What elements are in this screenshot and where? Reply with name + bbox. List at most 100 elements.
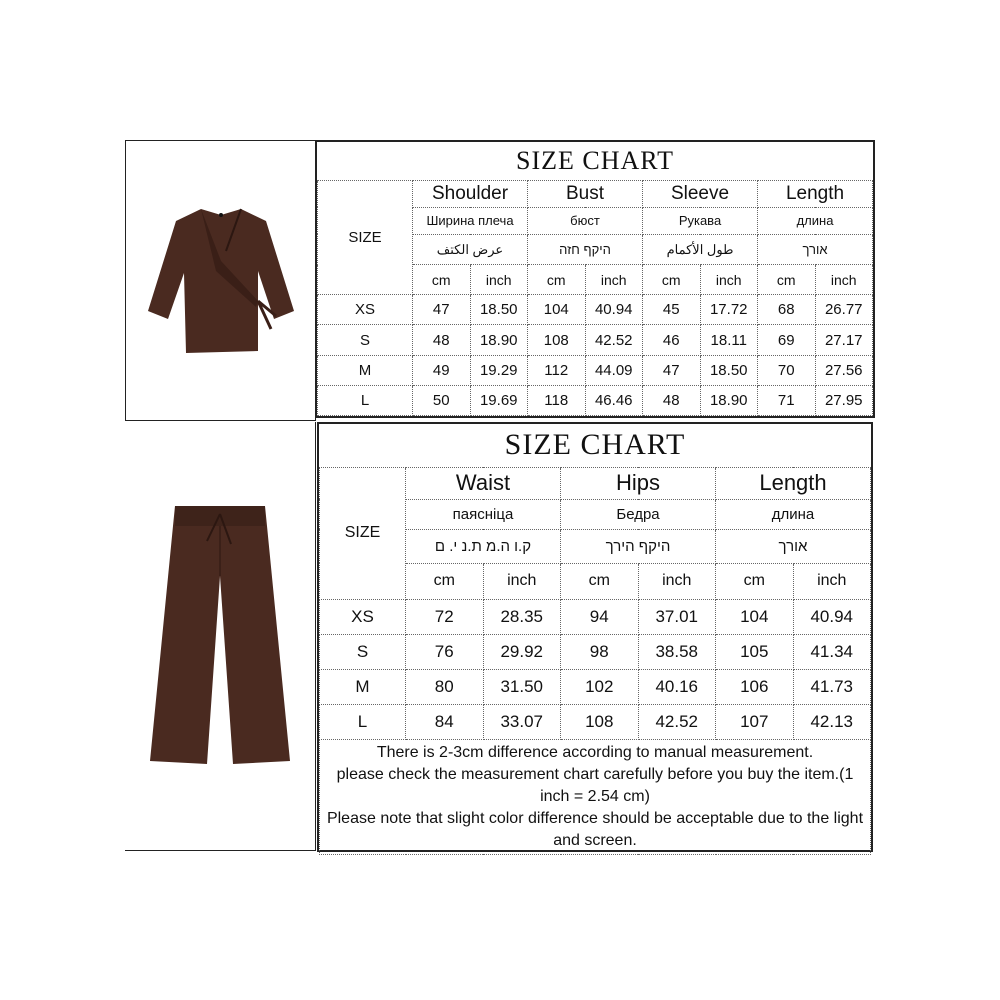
table-row: XS 47 18.50 104 40.94 45 17.72 68 26.77 bbox=[317, 294, 873, 326]
value-cell: 80 bbox=[405, 668, 484, 705]
bottom-size-chart: SIZE CHART SIZE Waist Hips Length паясні… bbox=[317, 422, 873, 855]
size-cell: S bbox=[317, 324, 413, 356]
col-header-ru: Рукава bbox=[642, 206, 758, 235]
col-header-ru: паясніца bbox=[405, 498, 561, 530]
value-cell: 18.50 bbox=[699, 354, 758, 386]
value-cell: 38.58 bbox=[637, 633, 716, 670]
value-cell: 102 bbox=[560, 668, 639, 705]
value-cell: 72 bbox=[405, 598, 484, 635]
value-cell: 17.72 bbox=[699, 294, 758, 326]
value-cell: 105 bbox=[715, 633, 794, 670]
wrap-blouse-image bbox=[147, 208, 294, 353]
unit-header: cm bbox=[757, 264, 816, 296]
value-cell: 40.16 bbox=[637, 668, 716, 705]
value-cell: 26.77 bbox=[814, 294, 873, 326]
unit-header: inch bbox=[469, 264, 528, 296]
value-cell: 33.07 bbox=[482, 703, 561, 740]
table-row: XS 72 28.35 94 37.01 104 40.94 bbox=[319, 598, 871, 635]
unit-header: cm bbox=[405, 562, 484, 600]
note-line: There is 2-3cm difference according to m… bbox=[376, 743, 814, 761]
value-cell: 27.56 bbox=[814, 354, 873, 386]
value-cell: 37.01 bbox=[637, 598, 716, 635]
table-row: M 80 31.50 102 40.16 106 41.73 bbox=[319, 668, 871, 705]
value-cell: 94 bbox=[560, 598, 639, 635]
value-cell: 108 bbox=[527, 324, 586, 356]
value-cell: 107 bbox=[715, 703, 794, 740]
table-row: S 48 18.90 108 42.52 46 18.11 69 27.17 bbox=[317, 324, 873, 356]
value-cell: 19.69 bbox=[469, 384, 528, 417]
value-cell: 18.50 bbox=[469, 294, 528, 326]
unit-header: cm bbox=[715, 562, 794, 600]
size-cell: XS bbox=[319, 598, 406, 635]
value-cell: 31.50 bbox=[482, 668, 561, 705]
value-cell: 18.11 bbox=[699, 324, 758, 356]
value-cell: 42.52 bbox=[584, 324, 643, 356]
unit-header: cm bbox=[412, 264, 471, 296]
col-header-he: היקף הירך bbox=[560, 528, 716, 564]
value-cell: 18.90 bbox=[699, 384, 758, 417]
value-cell: 44.09 bbox=[584, 354, 643, 386]
col-header: Sleeve bbox=[642, 179, 758, 208]
size-cell: M bbox=[319, 668, 406, 705]
col-header-ru: длина bbox=[757, 206, 873, 235]
value-cell: 41.73 bbox=[792, 668, 871, 705]
notes: There is 2-3cm difference according to m… bbox=[319, 738, 871, 855]
col-header-ru: бюст bbox=[527, 206, 643, 235]
value-cell: 40.94 bbox=[792, 598, 871, 635]
value-cell: 46 bbox=[642, 324, 701, 356]
chart-title: SIZE CHART bbox=[319, 424, 871, 468]
unit-header: inch bbox=[637, 562, 716, 600]
value-cell: 18.90 bbox=[469, 324, 528, 356]
value-cell: 28.35 bbox=[482, 598, 561, 635]
unit-header: inch bbox=[699, 264, 758, 296]
col-header-alt: היקף חזה bbox=[527, 233, 643, 266]
value-cell: 27.95 bbox=[814, 384, 873, 417]
value-cell: 48 bbox=[642, 384, 701, 417]
size-cell: L bbox=[319, 703, 406, 740]
value-cell: 70 bbox=[757, 354, 816, 386]
unit-header: cm bbox=[642, 264, 701, 296]
table-row: L 50 19.69 118 46.46 48 18.90 71 27.95 bbox=[317, 384, 873, 417]
value-cell: 71 bbox=[757, 384, 816, 417]
value-cell: 69 bbox=[757, 324, 816, 356]
table-row: S 76 29.92 98 38.58 105 41.34 bbox=[319, 633, 871, 670]
value-cell: 108 bbox=[560, 703, 639, 740]
value-cell: 46.46 bbox=[584, 384, 643, 417]
value-cell: 98 bbox=[560, 633, 639, 670]
value-cell: 112 bbox=[527, 354, 586, 386]
chart-title: SIZE CHART bbox=[317, 142, 873, 181]
value-cell: 42.52 bbox=[637, 703, 716, 740]
value-cell: 42.13 bbox=[792, 703, 871, 740]
top-product-image bbox=[125, 140, 316, 421]
unit-header: cm bbox=[527, 264, 586, 296]
unit-header: inch bbox=[814, 264, 873, 296]
size-cell: S bbox=[319, 633, 406, 670]
col-header: Bust bbox=[527, 179, 643, 208]
size-cell: M bbox=[317, 354, 413, 386]
unit-header: cm bbox=[560, 562, 639, 600]
value-cell: 41.34 bbox=[792, 633, 871, 670]
unit-header: inch bbox=[584, 264, 643, 296]
col-header-alt: طول الأكمام bbox=[642, 233, 758, 266]
col-header-he: אורך bbox=[715, 528, 871, 564]
col-header-ru: Ширина плеча bbox=[412, 206, 528, 235]
value-cell: 19.29 bbox=[469, 354, 528, 386]
table-row: L 84 33.07 108 42.52 107 42.13 bbox=[319, 703, 871, 740]
table-row: M 49 19.29 112 44.09 47 18.50 70 27.56 bbox=[317, 354, 873, 386]
value-cell: 47 bbox=[412, 294, 471, 326]
wide-leg-pants-image bbox=[150, 506, 290, 764]
value-cell: 48 bbox=[412, 324, 471, 356]
size-header: SIZE bbox=[317, 179, 413, 296]
bottom-product-image bbox=[125, 422, 316, 851]
col-header: Length bbox=[757, 179, 873, 208]
col-header-alt: عرض الكتف bbox=[412, 233, 528, 266]
note-line: Please note that slight color difference… bbox=[326, 809, 864, 849]
value-cell: 104 bbox=[715, 598, 794, 635]
value-cell: 50 bbox=[412, 384, 471, 417]
value-cell: 118 bbox=[527, 384, 586, 417]
col-header-ru: длина bbox=[715, 498, 871, 530]
value-cell: 27.17 bbox=[814, 324, 873, 356]
unit-header: inch bbox=[792, 562, 871, 600]
col-header: Shoulder bbox=[412, 179, 528, 208]
top-size-chart: SIZE CHART SIZE Shoulder Bust Sleeve Len… bbox=[315, 140, 875, 418]
